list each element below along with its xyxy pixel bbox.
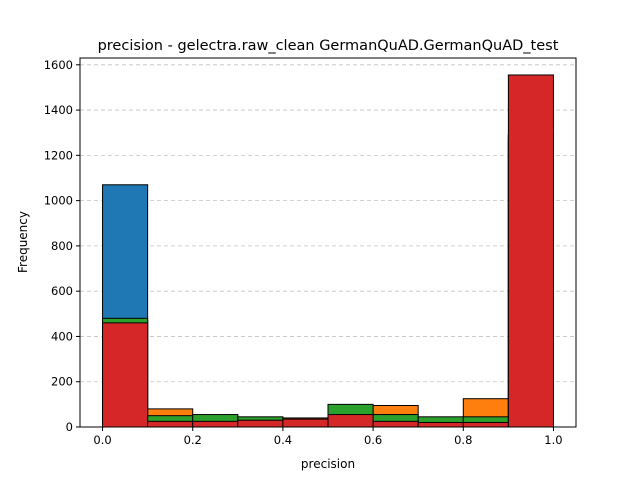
y-tick-label-2: 400 [51, 329, 73, 343]
bar-series-3-bin-0 [102, 322, 149, 428]
y-tick-label-5: 1000 [44, 194, 73, 208]
ticks-layer: 0.0 0.2 0.4 0.6 0.8 1.0 0 200 400 600 800 1000 1200 1… [44, 58, 563, 447]
x-axis-label: precision [301, 457, 355, 471]
bar-series-3-bin-9 [507, 74, 554, 428]
bars-layer [102, 74, 554, 428]
x-tick-label-0: 0.0 [93, 433, 111, 447]
y-tick-label-6: 1200 [44, 148, 73, 162]
chart-title: precision - gelectra.raw_clean GermanQuA… [98, 38, 559, 54]
y-tick-label-7: 1400 [44, 103, 73, 117]
bar-series-3-bin-5 [327, 414, 374, 428]
y-tick-label-0: 0 [66, 420, 73, 434]
plot-frame [79, 57, 577, 428]
y-tick-label-4: 800 [51, 239, 73, 253]
y-tick-label-3: 600 [51, 284, 73, 298]
bar-series-3-bin-1 [147, 420, 194, 428]
y-tick-label-8: 1600 [44, 58, 73, 72]
bar-series-3-bin-6 [372, 420, 419, 428]
bar-series-3-bin-3 [237, 419, 284, 428]
y-axis-label: Frequency [16, 211, 30, 273]
bar-series-3-bin-2 [192, 420, 239, 428]
x-tick-label-4: 0.8 [454, 433, 472, 447]
x-tick-label-1: 0.2 [184, 433, 202, 447]
x-tick-label-2: 0.4 [274, 433, 292, 447]
x-tick-label-5: 1.0 [544, 433, 562, 447]
y-tick-label-1: 200 [51, 375, 73, 389]
bar-series-3-bin-4 [282, 418, 329, 428]
bar-series-3-bin-7 [417, 421, 464, 428]
x-tick-label-3: 0.6 [364, 433, 382, 447]
bar-series-3-bin-8 [462, 421, 509, 428]
